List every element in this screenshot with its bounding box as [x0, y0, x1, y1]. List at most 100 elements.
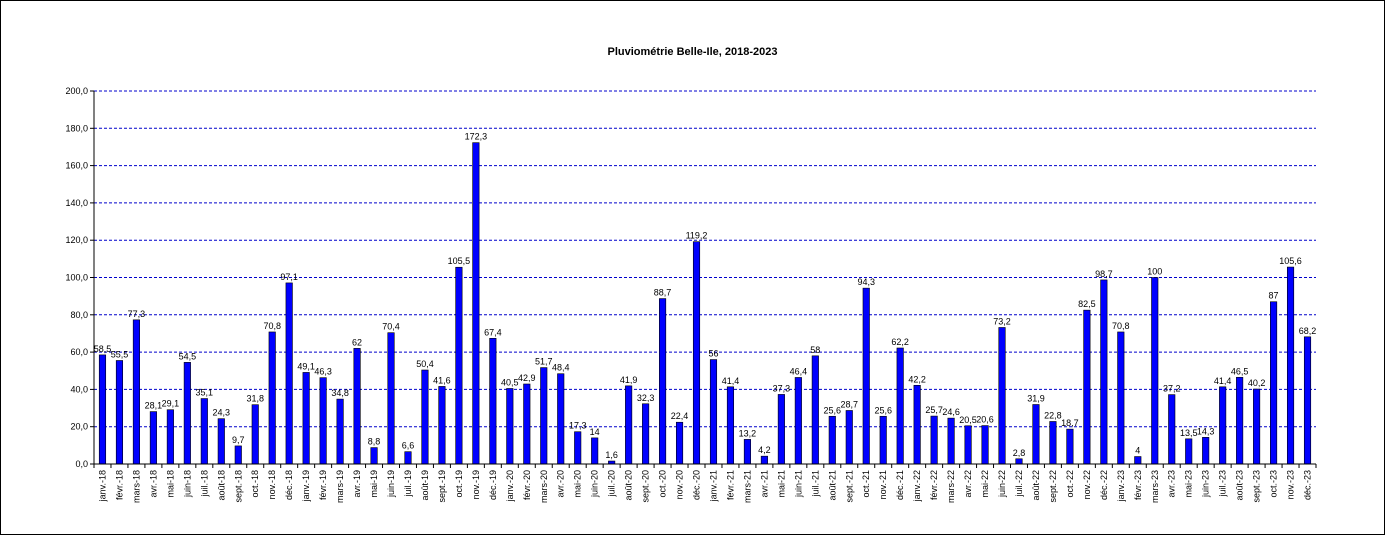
- x-tick-label: oct.-22: [1065, 470, 1075, 498]
- data-label: 70,4: [382, 322, 400, 332]
- x-tick-label: janv.-20: [505, 470, 515, 502]
- bar: [947, 417, 955, 465]
- x-tick-label: févr.-19: [318, 470, 328, 500]
- x-tick-label: mai-23: [1184, 470, 1194, 498]
- data-label: 20,6: [976, 415, 994, 425]
- bar: [1015, 458, 1023, 465]
- bar: [642, 403, 650, 465]
- bar: [1253, 388, 1261, 465]
- data-labels: 58,555,5 77,3 28,1 29,1 54,5 35,1 24,3 9,7 31,8 7…: [94, 132, 1317, 460]
- bar: [1134, 456, 1142, 465]
- x-tick-label: mai-19: [369, 470, 379, 498]
- data-label: 50,4: [416, 359, 434, 369]
- y-axis: 0,0 20,0 40,0 60,0 80,0 100,0 120,0 140,0 160,0 1…: [65, 86, 95, 469]
- data-label: 97,1: [280, 272, 298, 282]
- data-label: 14,3: [1197, 426, 1215, 436]
- bar: [1066, 428, 1074, 465]
- data-label: 46,5: [1231, 366, 1249, 376]
- bar: [1236, 376, 1244, 465]
- x-tick-label: févr.-23: [1133, 470, 1143, 500]
- data-label: 62: [352, 337, 362, 347]
- bar: [811, 355, 819, 465]
- bar: [387, 332, 395, 465]
- x-tick-label: août-22: [1031, 470, 1041, 501]
- data-label: 32,3: [637, 393, 655, 403]
- data-label: 40,2: [1248, 378, 1266, 388]
- bar: [421, 369, 429, 465]
- data-label: 82,5: [1078, 299, 1096, 309]
- x-tick-label: août-19: [420, 470, 430, 501]
- x-tick-label: mars-23: [1150, 470, 1160, 503]
- data-label: 77,3: [128, 309, 146, 319]
- x-tick-label: août-23: [1235, 470, 1245, 501]
- data-label: 31,8: [246, 394, 264, 404]
- data-label: 46,4: [790, 366, 808, 376]
- data-label: 41,4: [1214, 376, 1232, 386]
- bar: [709, 359, 718, 465]
- data-label: 100: [1147, 267, 1162, 277]
- x-tick-label: juin-21: [793, 470, 803, 498]
- data-label: 37,3: [773, 383, 791, 393]
- data-label: 22,8: [1044, 410, 1062, 420]
- bar: [251, 404, 259, 465]
- x-tick-label: mars-22: [946, 470, 956, 503]
- x-tick-label: mai-20: [573, 470, 583, 498]
- data-label: 172,3: [465, 132, 488, 142]
- data-label: 17,3: [569, 421, 587, 431]
- data-label: 119,2: [686, 231, 708, 241]
- data-label: 105,5: [448, 256, 471, 266]
- data-label: 62,2: [891, 337, 909, 347]
- bar: [336, 398, 344, 465]
- x-tick-label: juil.-22: [1014, 470, 1024, 498]
- x-tick-label: août-21: [827, 470, 837, 501]
- data-label: 46,3: [314, 367, 332, 377]
- bar: [879, 415, 887, 465]
- bar: [234, 445, 242, 465]
- x-tick-label: juin-23: [1201, 470, 1211, 498]
- x-tick-label: juin-20: [590, 470, 600, 498]
- y-tick-label: 140,0: [65, 198, 88, 208]
- data-label: 6,6: [402, 441, 415, 451]
- bar: [404, 451, 412, 465]
- x-tick-label: sept.-19: [437, 470, 447, 503]
- bar: [353, 348, 361, 465]
- data-label: 58: [810, 345, 820, 355]
- x-tick-label: nov.-21: [878, 470, 888, 499]
- bar: [1168, 394, 1176, 465]
- bar: [862, 287, 870, 465]
- bar: [625, 385, 633, 465]
- data-label: 4,2: [758, 445, 771, 455]
- x-tick-label: oct.-19: [454, 470, 464, 498]
- x-tick-label: janv.-19: [301, 470, 311, 502]
- bar: [930, 415, 938, 465]
- x-axis: janv.-18 févr.-18 mars-18 avr.-18 mai-18 juin…: [93, 463, 1317, 503]
- bar: [183, 362, 191, 465]
- bar: [1100, 279, 1108, 465]
- bar: [760, 455, 768, 465]
- bar: [828, 415, 836, 465]
- data-label: 98,7: [1095, 269, 1113, 279]
- bar: [370, 447, 378, 465]
- y-tick-label: 100,0: [65, 273, 88, 283]
- bar: [896, 347, 904, 465]
- bar: [591, 437, 599, 465]
- bar: [913, 384, 921, 465]
- data-label: 24,6: [942, 407, 960, 417]
- data-label: 48,4: [552, 363, 570, 373]
- x-tick-label: sept.-20: [641, 470, 651, 503]
- data-label: 31,9: [1027, 394, 1045, 404]
- x-tick-label: janv.-23: [1116, 470, 1126, 502]
- x-tick-label: déc.-18: [284, 470, 294, 500]
- bars: [98, 142, 1312, 465]
- x-tick-label: févr.-21: [725, 470, 735, 500]
- x-tick-label: juin-18: [182, 470, 192, 498]
- bar: [1083, 309, 1091, 465]
- bar: [1219, 386, 1227, 465]
- x-tick-label: mars-18: [131, 470, 141, 503]
- data-label: 2,8: [1013, 448, 1026, 458]
- data-label: 13,5: [1180, 428, 1198, 438]
- data-label: 25,7: [925, 405, 943, 415]
- x-tick-label: déc.-19: [488, 470, 498, 500]
- x-tick-label: avr.-23: [1167, 470, 1177, 498]
